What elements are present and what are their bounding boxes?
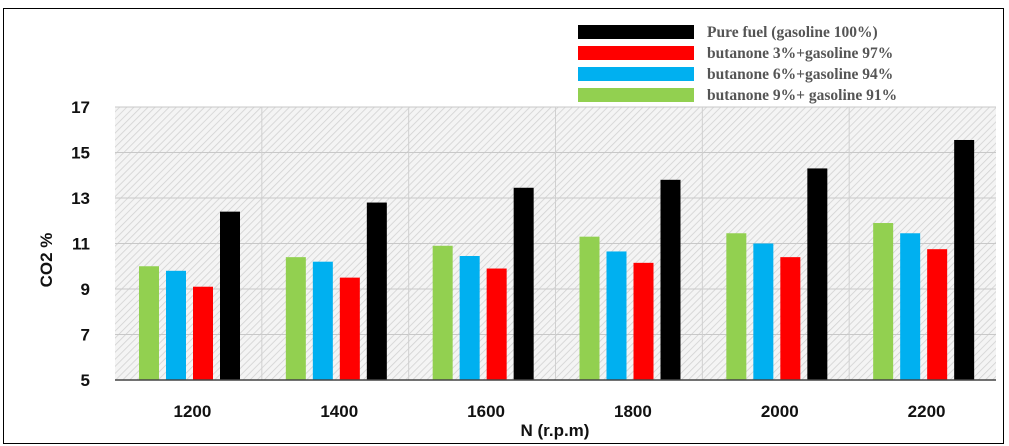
bar bbox=[873, 223, 894, 380]
x-tick-label: 1400 bbox=[320, 402, 358, 421]
y-tick-label: 9 bbox=[81, 280, 90, 299]
x-tick-labels: 1200 1400 1600 1800 2000 2200 bbox=[174, 402, 946, 421]
bar bbox=[432, 245, 453, 380]
bar bbox=[139, 266, 159, 380]
bar bbox=[726, 233, 747, 380]
bar bbox=[633, 262, 654, 380]
y-tick-label: 5 bbox=[81, 371, 90, 390]
y-tick-label: 7 bbox=[81, 326, 90, 345]
y-tick-label: 11 bbox=[72, 235, 90, 254]
bar bbox=[513, 187, 534, 380]
bar bbox=[312, 261, 333, 380]
legend-swatch bbox=[578, 67, 694, 81]
bar bbox=[459, 256, 480, 380]
bar bbox=[486, 268, 507, 380]
x-tick-label: 1600 bbox=[467, 402, 505, 421]
y-tick-label: 15 bbox=[71, 144, 90, 163]
bar bbox=[220, 211, 240, 380]
bar bbox=[606, 251, 627, 380]
bar bbox=[927, 249, 948, 380]
y-tick-label: 13 bbox=[71, 189, 90, 208]
bar bbox=[807, 168, 828, 380]
legend-swatch bbox=[578, 88, 694, 102]
x-tick-label: 1200 bbox=[174, 402, 212, 421]
x-tick-label: 2200 bbox=[908, 402, 946, 421]
legend-swatch bbox=[578, 46, 694, 60]
legend-label: butanone 9%+ gasoline 91% bbox=[707, 87, 897, 104]
chart-frame bbox=[3, 8, 1004, 444]
legend-label: Pure fuel (gasoline 100%) bbox=[707, 24, 878, 41]
legend-label: butanone 3%+gasoline 97% bbox=[707, 45, 893, 62]
bar bbox=[339, 277, 360, 380]
legend-label: butanone 6%+gasoline 94% bbox=[707, 66, 893, 83]
bar bbox=[954, 139, 975, 380]
legend-swatch bbox=[578, 25, 694, 39]
grid-lines bbox=[115, 106, 996, 380]
bar bbox=[660, 179, 681, 380]
bar bbox=[780, 257, 801, 380]
bars bbox=[139, 139, 975, 380]
bar bbox=[753, 243, 774, 380]
bar bbox=[579, 236, 600, 380]
y-axis-title: CO2 % bbox=[37, 233, 56, 288]
bar bbox=[366, 202, 387, 380]
bar bbox=[285, 257, 306, 380]
bar bbox=[166, 270, 186, 380]
bar bbox=[900, 233, 921, 380]
y-tick-label: 17 bbox=[71, 98, 90, 117]
x-tick-label: 1800 bbox=[614, 402, 652, 421]
bar bbox=[193, 286, 213, 380]
legend: Pure fuel (gasoline 100%) butanone 3%+gas… bbox=[578, 24, 897, 104]
x-tick-label: 2000 bbox=[761, 402, 799, 421]
y-tick-labels: 5 7 9 11 13 15 17 bbox=[71, 98, 90, 390]
x-axis-title: N (r.p.m) bbox=[521, 421, 590, 440]
